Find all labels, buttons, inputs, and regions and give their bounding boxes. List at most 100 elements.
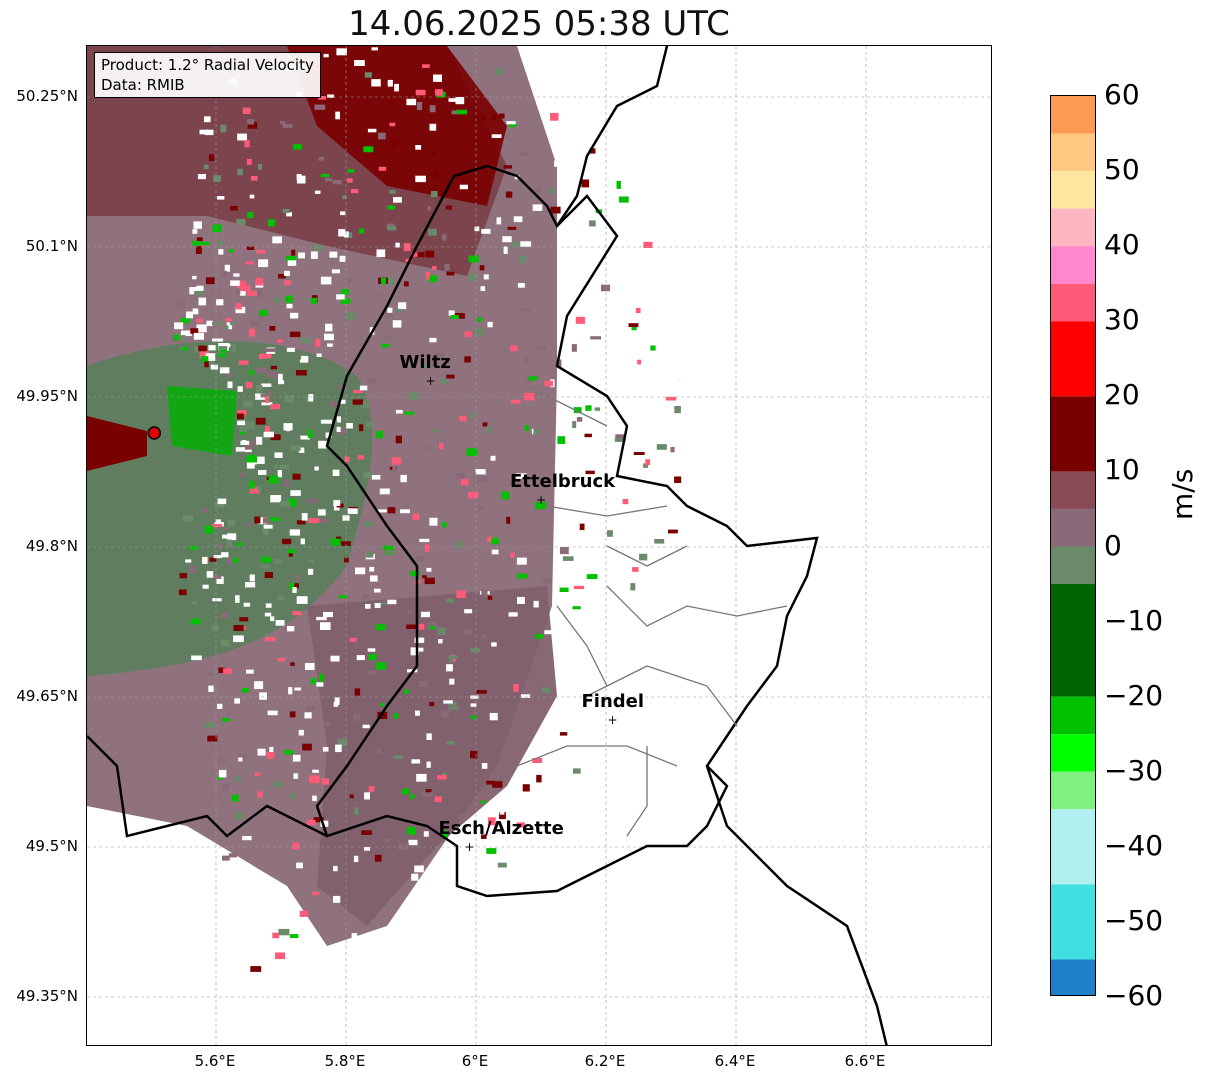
echo-pixel bbox=[456, 590, 466, 598]
echo-pixel bbox=[466, 448, 478, 457]
echo-pixel bbox=[240, 472, 246, 478]
echo-pixel bbox=[305, 705, 316, 712]
echo-pixel bbox=[282, 538, 292, 545]
echo-pixel bbox=[285, 423, 291, 432]
echo-pixel bbox=[559, 547, 569, 555]
product-label: Product: 1.2° Radial Velocity bbox=[101, 56, 314, 74]
echo-pixel bbox=[432, 266, 437, 270]
echo-pixel bbox=[536, 774, 542, 783]
echo-pixel bbox=[456, 109, 468, 115]
echo-pixel bbox=[491, 642, 497, 647]
echo-pixel bbox=[478, 505, 483, 511]
echo-pixel bbox=[239, 290, 246, 296]
echo-pixel bbox=[471, 411, 476, 418]
echo-pixel bbox=[579, 392, 586, 399]
echo-pixel bbox=[264, 348, 276, 352]
echo-pixel bbox=[535, 634, 544, 639]
echo-pixel bbox=[366, 421, 374, 428]
echo-pixel bbox=[572, 421, 577, 428]
echo-pixel bbox=[278, 380, 285, 385]
echo-pixel bbox=[422, 575, 427, 579]
city-label: Findel bbox=[581, 691, 645, 712]
echo-pixel bbox=[256, 289, 263, 298]
x-tick-label: 6°E bbox=[461, 1052, 489, 1070]
echo-pixel bbox=[625, 253, 635, 259]
colorbar-band bbox=[1051, 508, 1095, 547]
echo-pixel bbox=[299, 910, 309, 917]
chart-title: 14.06.2025 05:38 UTC bbox=[348, 4, 730, 44]
echo-pixel bbox=[435, 89, 443, 96]
echo-pixel bbox=[577, 172, 583, 178]
echo-pixel bbox=[289, 529, 300, 536]
echo-pixel bbox=[240, 285, 251, 292]
echo-pixel bbox=[320, 518, 330, 523]
echo-pixel bbox=[307, 498, 318, 503]
echo-pixel bbox=[433, 352, 445, 360]
echo-pixel bbox=[455, 473, 465, 480]
echo-pixel bbox=[391, 457, 402, 465]
echo-pixel bbox=[239, 427, 248, 432]
echo-pixel bbox=[201, 509, 209, 513]
echo-pixel bbox=[429, 702, 435, 707]
echo-pixel bbox=[353, 713, 361, 721]
echo-pixel bbox=[387, 599, 397, 605]
colorbar-band bbox=[1051, 696, 1095, 735]
echo-pixel bbox=[503, 165, 513, 169]
echo-pixel bbox=[249, 370, 254, 375]
echo-pixel bbox=[323, 722, 331, 727]
echo-pixel bbox=[311, 297, 318, 304]
echo-pixel bbox=[218, 667, 226, 673]
echo-pixel bbox=[522, 784, 530, 792]
echo-pixel bbox=[667, 377, 679, 384]
echo-pixel bbox=[451, 110, 460, 115]
echo-pixel bbox=[333, 500, 341, 506]
echo-pixel bbox=[245, 261, 254, 265]
echo-pixel bbox=[218, 352, 226, 357]
echo-pixel bbox=[393, 197, 402, 203]
echo-pixel bbox=[245, 441, 254, 450]
canton-borders bbox=[516, 385, 788, 837]
echo-pixel bbox=[295, 370, 307, 376]
echo-pixel bbox=[421, 364, 428, 368]
echo-pixel bbox=[377, 711, 388, 719]
radar-map-svg: + + + + bbox=[87, 46, 991, 1045]
echo-pixel bbox=[423, 831, 429, 837]
echo-pixel bbox=[516, 822, 525, 828]
echo-pixel bbox=[241, 453, 247, 458]
echo-pixel bbox=[596, 294, 605, 302]
echo-pixel bbox=[322, 747, 329, 752]
echo-pixel bbox=[216, 299, 224, 306]
echo-pixel bbox=[205, 353, 216, 361]
echo-pixel bbox=[231, 343, 236, 352]
echo-pixel bbox=[213, 175, 221, 182]
echo-pixel bbox=[267, 370, 278, 378]
echo-pixel bbox=[249, 487, 260, 494]
echo-pixel bbox=[426, 733, 432, 740]
echo-pixel bbox=[218, 249, 224, 255]
echo-pixel bbox=[217, 775, 223, 780]
echo-pixel bbox=[389, 137, 401, 145]
echo-pixel bbox=[415, 710, 420, 716]
echo-pixel bbox=[628, 323, 639, 327]
echo-pixel bbox=[290, 312, 299, 319]
echo-pixel bbox=[378, 132, 386, 140]
echo-pixel bbox=[355, 567, 366, 575]
echo-pixel bbox=[300, 538, 305, 545]
echo-pixel bbox=[256, 456, 265, 464]
echo-pixel bbox=[481, 834, 487, 839]
echo-pixel bbox=[275, 620, 285, 626]
echo-pixel bbox=[510, 345, 518, 352]
echo-pixel bbox=[477, 475, 488, 483]
y-tick-label: 50.25°N bbox=[16, 87, 78, 105]
echo-pixel bbox=[195, 246, 202, 254]
echo-pixel bbox=[180, 317, 190, 324]
echo-pixel bbox=[332, 179, 342, 185]
echo-pixel bbox=[363, 521, 374, 527]
echo-pixel bbox=[218, 769, 227, 778]
echo-pixel bbox=[245, 582, 256, 588]
echo-pixel bbox=[368, 786, 375, 792]
echo-pixel bbox=[378, 166, 387, 171]
echo-pixel bbox=[232, 557, 239, 563]
radar-map[interactable]: + + + + bbox=[86, 45, 992, 1046]
echo-pixel bbox=[387, 507, 396, 514]
